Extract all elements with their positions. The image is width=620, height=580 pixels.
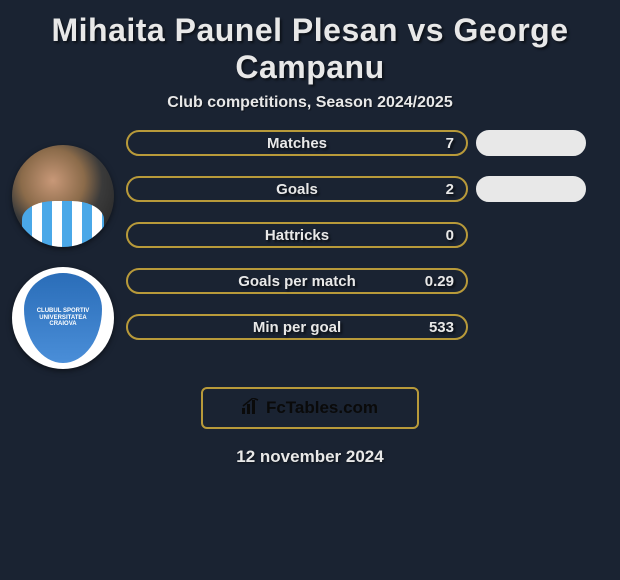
stat-value-left: 0 (446, 227, 454, 244)
stat-row: Min per goal 533 (126, 314, 612, 340)
brand-label: FcTables.com (266, 398, 378, 418)
stat-value-left: 0.29 (425, 273, 454, 290)
club-badge-text-bottom: CRAIOVA (49, 321, 76, 328)
stat-label: Matches (267, 135, 327, 152)
date-label: 12 november 2024 (0, 429, 620, 467)
stat-row: Hattricks 0 (126, 222, 612, 248)
club-badge-icon: CLUBUL SPORTIV UNIVERSITATEA CRAIOVA (24, 273, 102, 363)
club-badge-text-main: UNIVERSITATEA (39, 315, 86, 322)
stat-bars: Matches 7 Goals 2 Hattricks 0 Goals per match 0… (118, 130, 612, 340)
stat-label: Min per goal (253, 319, 341, 336)
stat-pill-left: Goals 2 (126, 176, 468, 202)
stat-pill-left: Min per goal 533 (126, 314, 468, 340)
subtitle: Club competitions, Season 2024/2025 (0, 94, 620, 130)
stat-row: Goals 2 (126, 176, 612, 202)
stat-row: Matches 7 (126, 130, 612, 156)
club-badge-text-top: CLUBUL SPORTIV (37, 308, 90, 315)
stat-pill-right (476, 176, 586, 202)
stat-value-left: 533 (429, 319, 454, 336)
player-avatar (12, 145, 114, 247)
infographic-container: Mihaita Paunel Plesan vs George Campanu … (0, 0, 620, 467)
stat-label: Goals per match (238, 273, 356, 290)
club-avatar: CLUBUL SPORTIV UNIVERSITATEA CRAIOVA (12, 267, 114, 369)
stat-pill-left: Hattricks 0 (126, 222, 468, 248)
page-title: Mihaita Paunel Plesan vs George Campanu (0, 0, 620, 94)
stat-pill-right (476, 130, 586, 156)
chart-icon (242, 398, 260, 419)
stat-value-left: 2 (446, 181, 454, 198)
stat-pill-left: Goals per match 0.29 (126, 268, 468, 294)
stat-value-left: 7 (446, 135, 454, 152)
stat-row: Goals per match 0.29 (126, 268, 612, 294)
brand-box: FcTables.com (201, 387, 419, 429)
avatar-column: CLUBUL SPORTIV UNIVERSITATEA CRAIOVA (8, 130, 118, 369)
content-row: CLUBUL SPORTIV UNIVERSITATEA CRAIOVA Mat… (0, 130, 620, 369)
stat-label: Goals (276, 181, 318, 198)
stat-pill-left: Matches 7 (126, 130, 468, 156)
stat-label: Hattricks (265, 227, 329, 244)
